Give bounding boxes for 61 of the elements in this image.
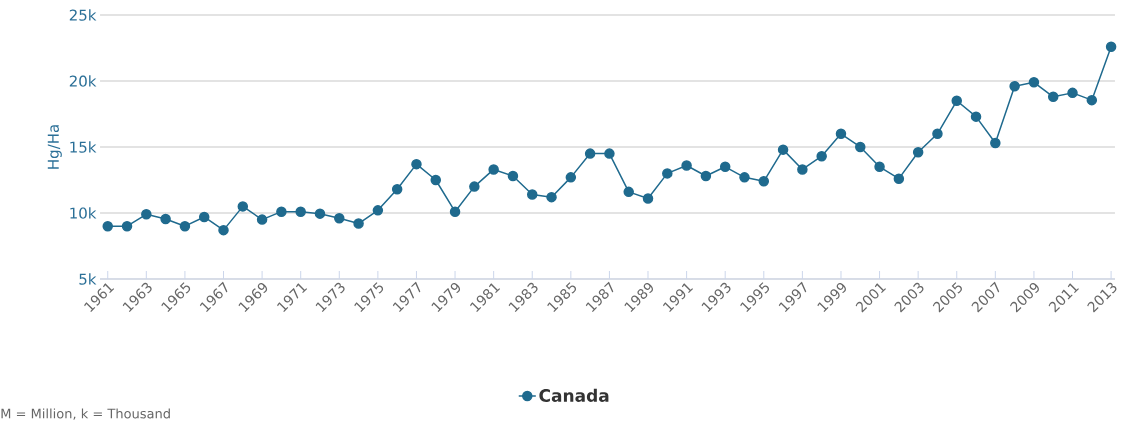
point bbox=[1047, 91, 1059, 103]
y-tick-label: 25k bbox=[69, 9, 97, 21]
point bbox=[179, 220, 191, 232]
point bbox=[758, 176, 770, 187]
point bbox=[970, 111, 982, 122]
y-tick-label: 5k bbox=[79, 273, 97, 285]
point bbox=[391, 183, 403, 195]
point bbox=[218, 224, 229, 236]
y-tick-label: 15k bbox=[70, 141, 97, 153]
point bbox=[1009, 81, 1020, 92]
point bbox=[990, 137, 1001, 149]
point bbox=[256, 214, 268, 225]
point bbox=[102, 220, 113, 232]
point bbox=[739, 172, 750, 183]
point bbox=[951, 95, 962, 107]
point bbox=[874, 161, 885, 173]
point bbox=[642, 193, 654, 204]
point bbox=[1067, 87, 1078, 99]
point bbox=[276, 206, 287, 217]
point bbox=[1086, 94, 1098, 106]
point bbox=[932, 128, 943, 140]
point bbox=[160, 213, 171, 225]
point bbox=[623, 186, 634, 198]
point bbox=[372, 205, 384, 216]
point bbox=[430, 174, 442, 186]
point bbox=[565, 172, 577, 183]
point bbox=[469, 181, 480, 192]
point bbox=[1105, 41, 1117, 52]
y-tick-label: 20k bbox=[69, 75, 97, 87]
point bbox=[719, 161, 731, 173]
point bbox=[604, 148, 615, 159]
point bbox=[295, 206, 306, 217]
point bbox=[816, 150, 827, 162]
point bbox=[681, 160, 692, 171]
text: M = Million, k = Thousand bbox=[1, 408, 170, 420]
point bbox=[835, 128, 847, 140]
point bbox=[353, 218, 364, 229]
point bbox=[449, 206, 461, 217]
point bbox=[198, 211, 210, 223]
point bbox=[141, 209, 152, 220]
legend-label: Canada bbox=[539, 388, 609, 402]
y-tick-label: 10k bbox=[70, 207, 97, 219]
y-axis-title: Hg/Ha bbox=[47, 125, 62, 169]
point bbox=[893, 173, 905, 184]
point bbox=[797, 164, 808, 175]
point bbox=[121, 220, 133, 232]
point bbox=[237, 201, 249, 212]
point bbox=[526, 189, 538, 200]
point bbox=[411, 158, 422, 170]
point bbox=[777, 144, 789, 155]
point bbox=[1028, 77, 1040, 88]
point bbox=[488, 164, 499, 175]
point bbox=[584, 148, 596, 159]
point bbox=[334, 213, 345, 224]
point bbox=[855, 141, 866, 153]
point bbox=[700, 170, 712, 182]
point bbox=[546, 191, 557, 203]
point bbox=[912, 147, 924, 158]
point bbox=[662, 168, 673, 179]
point bbox=[314, 208, 326, 219]
point bbox=[507, 170, 519, 182]
